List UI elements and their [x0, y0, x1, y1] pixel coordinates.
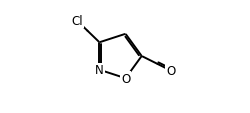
Text: N: N — [95, 64, 104, 77]
Text: Cl: Cl — [71, 15, 83, 28]
Text: O: O — [166, 64, 175, 77]
Text: O: O — [121, 72, 130, 85]
